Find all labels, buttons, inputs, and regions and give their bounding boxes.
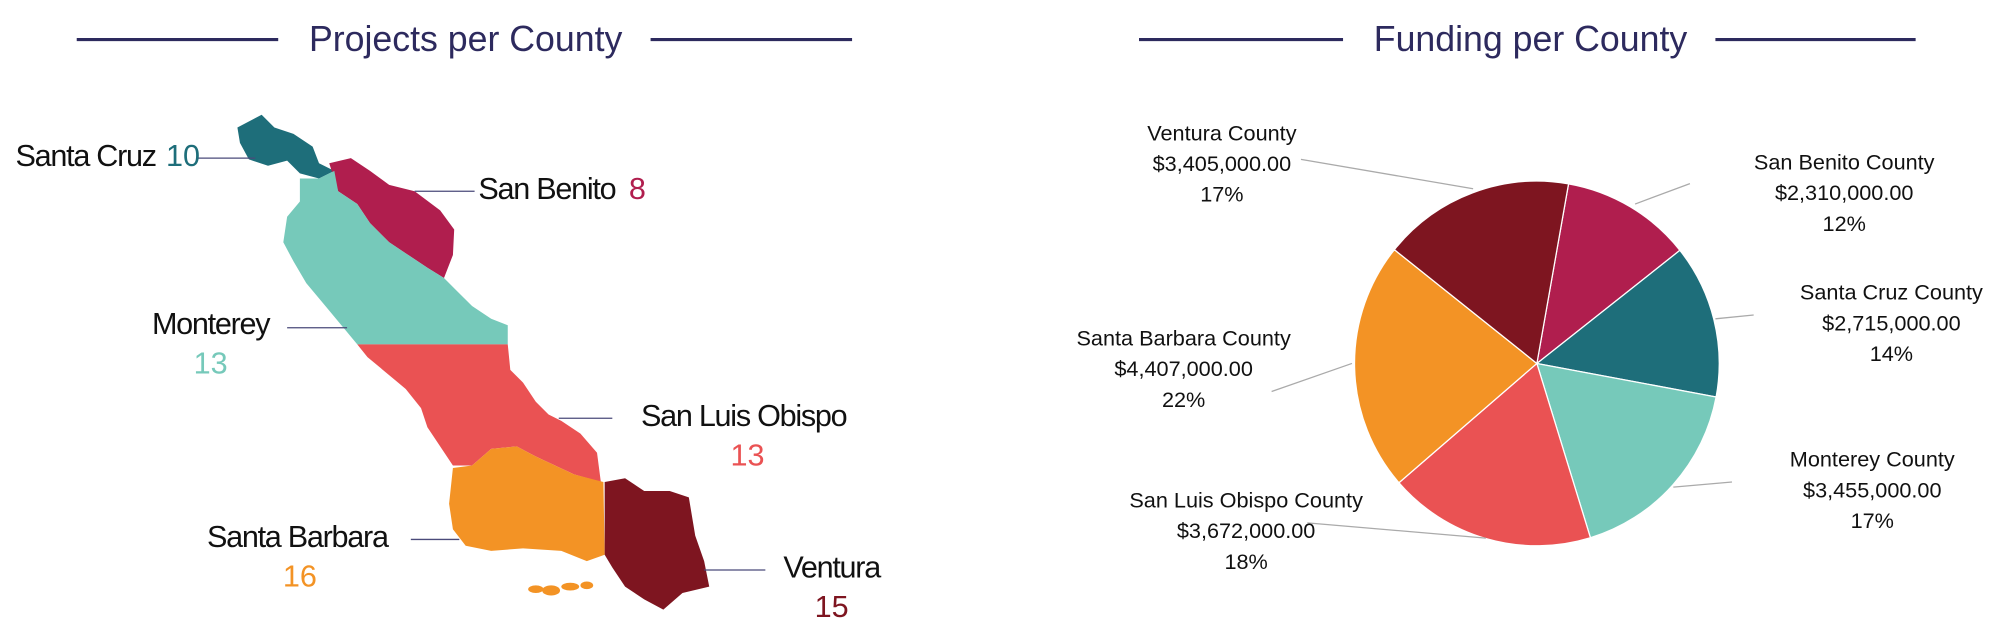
pie-slice bbox=[1535, 183, 1681, 365]
slice-category: San Luis Obispo County bbox=[1129, 488, 1363, 513]
slice-percent: 22% bbox=[1162, 387, 1205, 412]
island-shape bbox=[561, 582, 580, 591]
slice-percent: 12% bbox=[1823, 211, 1866, 236]
slice-category: Ventura County bbox=[1147, 120, 1296, 145]
slice-category: Santa Barbara County bbox=[1076, 326, 1290, 351]
slice-percent: 17% bbox=[1851, 508, 1894, 533]
project-count: 16 bbox=[283, 560, 317, 594]
county-name: San Benito bbox=[478, 172, 615, 206]
slice-percent: 17% bbox=[1200, 181, 1243, 206]
county-name: San Luis Obispo bbox=[641, 399, 847, 433]
island-shape bbox=[580, 581, 594, 590]
project-count: 13 bbox=[730, 438, 764, 472]
island-shape bbox=[542, 585, 561, 596]
pie-slice bbox=[1398, 362, 1592, 547]
slice-value: $3,455,000.00 bbox=[1803, 477, 1941, 502]
leader-line bbox=[1673, 481, 1733, 488]
slice-value: $4,407,000.00 bbox=[1114, 356, 1253, 381]
slice-category: Monterey County bbox=[1790, 447, 1955, 472]
slice-value: $3,672,000.00 bbox=[1177, 518, 1316, 543]
pie-slice bbox=[1393, 180, 1570, 365]
map-title: Projects per County bbox=[309, 19, 623, 59]
pie-slice bbox=[1535, 362, 1717, 539]
slice-percent: 14% bbox=[1870, 341, 1913, 366]
county-shape bbox=[604, 478, 710, 610]
county-shape bbox=[329, 158, 455, 279]
county-name: Monterey bbox=[152, 307, 271, 341]
county-name: Ventura bbox=[783, 551, 882, 585]
pie-slice bbox=[1353, 248, 1538, 484]
pie-title: Funding per County bbox=[1374, 19, 1688, 59]
county-name: Santa Cruz bbox=[16, 139, 156, 173]
county-shape bbox=[449, 446, 605, 562]
slice-percent: 18% bbox=[1224, 549, 1267, 574]
slice-value: $2,715,000.00 bbox=[1822, 310, 1961, 335]
project-count: 13 bbox=[194, 347, 228, 381]
leader-line bbox=[1300, 158, 1474, 190]
project-count: 8 bbox=[629, 172, 646, 206]
leader-line bbox=[1715, 314, 1754, 320]
slice-category: Santa Cruz County bbox=[1800, 280, 1983, 305]
leader-line bbox=[1271, 362, 1353, 393]
county-name: Santa Barbara bbox=[207, 520, 390, 554]
slice-value: $2,310,000.00 bbox=[1775, 180, 1913, 205]
leader-line bbox=[1307, 522, 1486, 539]
slice-value: $3,405,000.00 bbox=[1153, 151, 1292, 176]
project-count: 15 bbox=[815, 590, 849, 624]
project-count: 10 bbox=[166, 139, 200, 173]
county-shape bbox=[357, 344, 601, 483]
pie-slice bbox=[1535, 249, 1720, 398]
county-shape bbox=[237, 114, 335, 179]
county-shape bbox=[283, 170, 508, 345]
leader-line bbox=[1634, 183, 1691, 205]
slice-category: San Benito County bbox=[1754, 150, 1935, 175]
island-shape bbox=[528, 585, 544, 593]
